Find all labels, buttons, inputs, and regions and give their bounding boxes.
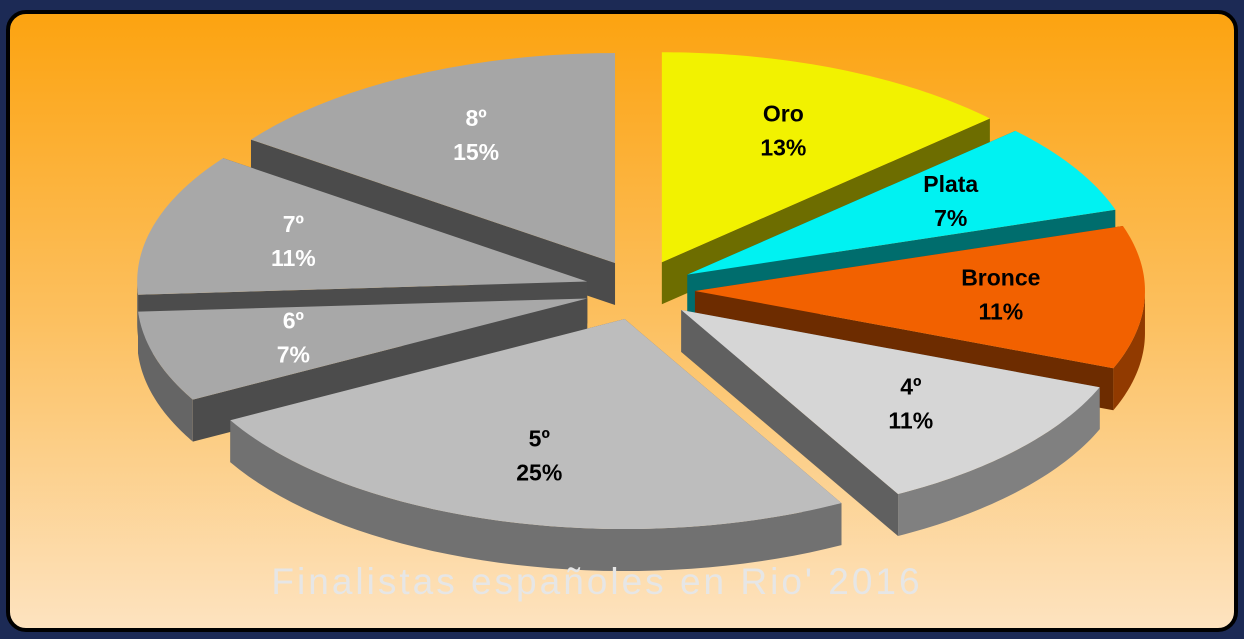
slice-value-label: 15% [453, 139, 499, 165]
slice-category: 6º [283, 307, 304, 333]
slice-value-label: 11% [271, 245, 316, 271]
slice-value-label: 11% [888, 408, 933, 434]
slice-category: 5º [529, 425, 550, 451]
chart: Oro 13% 8º 15% Plata 7% 7º 11% Bronce 11% 6º 7% 4º 11… [0, 0, 1244, 639]
slice-category: Plata [923, 171, 978, 197]
slice-value-label: 11% [978, 299, 1023, 325]
slice-category: Bronce [961, 265, 1040, 291]
slice-category: 4º [900, 374, 921, 400]
slice-value-label: 7% [277, 341, 310, 367]
chart-title: Finalistas españoles en Rio' 2016 [271, 561, 922, 602]
slice-value-label: 13% [760, 134, 806, 160]
slice-value-label: 25% [516, 459, 562, 485]
slice-category: Oro [763, 100, 804, 126]
slice-value-label: 7% [934, 205, 967, 231]
slice-category: 7º [283, 211, 304, 237]
slice-category: 8º [466, 105, 487, 131]
